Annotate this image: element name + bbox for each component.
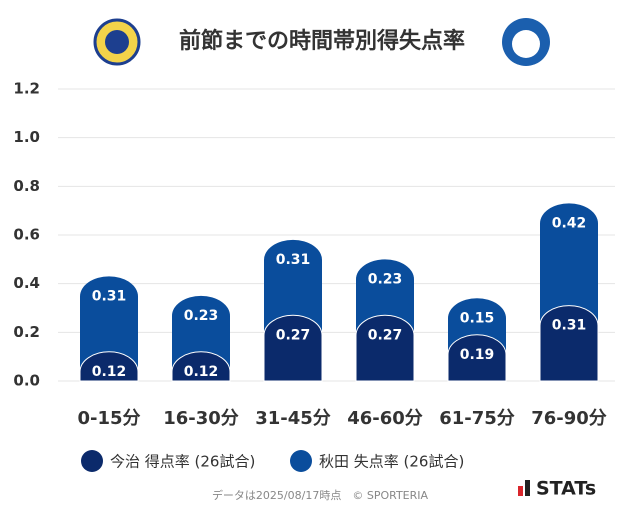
bar-segment (356, 259, 414, 336)
bar-segment (79, 351, 139, 382)
away-logo (502, 18, 550, 66)
logo-core (105, 30, 129, 54)
x-tick-label: 61-75分 (439, 408, 515, 429)
y-tick-label: 1.2 (13, 80, 40, 98)
brand-bar (518, 486, 523, 496)
data-label: 0.27 (368, 327, 403, 343)
y-tick-label: 0.4 (13, 274, 40, 292)
data-label: 0.19 (460, 347, 495, 363)
bar-segment (539, 305, 599, 382)
data-label: 0.42 (552, 215, 587, 231)
legend-label: 秋田 失点率 (26試合) (319, 453, 464, 471)
footer: データは2025/08/17時点 © SPORTERIA (212, 488, 429, 502)
x-tick-label: 46-60分 (347, 408, 423, 429)
bar-segment (447, 334, 507, 382)
brand-logo: STATs (518, 478, 596, 500)
y-tick-label: 1.0 (13, 128, 40, 146)
data-label: 0.12 (184, 364, 219, 380)
x-tick-label: 16-30分 (163, 408, 239, 429)
data-label: 0.23 (368, 271, 403, 287)
data-label: 0.31 (552, 318, 587, 334)
home-logo (93, 18, 141, 66)
brand-bar (525, 480, 530, 496)
bar-segment (264, 239, 322, 336)
y-tick-label: 0.0 (13, 372, 40, 390)
logo-core (512, 30, 540, 58)
legend-swatch (290, 450, 312, 472)
data-label: 0.27 (276, 327, 311, 343)
y-tick-label: 0.2 (13, 323, 40, 341)
bar-segment (172, 295, 230, 372)
data-label: 0.23 (184, 308, 219, 324)
data-label: 0.31 (92, 288, 127, 304)
x-tick-label: 0-15分 (77, 408, 140, 429)
data-label: 0.12 (92, 364, 127, 380)
y-tick-label: 0.8 (13, 177, 40, 195)
legend-swatch (81, 450, 103, 472)
bar-segment (171, 351, 231, 382)
bar-segment (355, 314, 415, 382)
x-tick-label: 31-45分 (255, 408, 331, 429)
bar-segment (540, 203, 598, 326)
data-label: 0.15 (460, 310, 495, 326)
bar-segment (80, 276, 138, 372)
brand: STATs (536, 478, 596, 500)
y-tick-label: 0.6 (13, 226, 40, 244)
legend-label: 今治 得点率 (26試合) (110, 453, 255, 471)
data-label: 0.31 (276, 252, 311, 268)
x-tick-label: 76-90分 (531, 408, 607, 429)
bar-segment (263, 314, 323, 382)
chart-title: 前節までの時間帯別得失点率 (179, 28, 465, 54)
